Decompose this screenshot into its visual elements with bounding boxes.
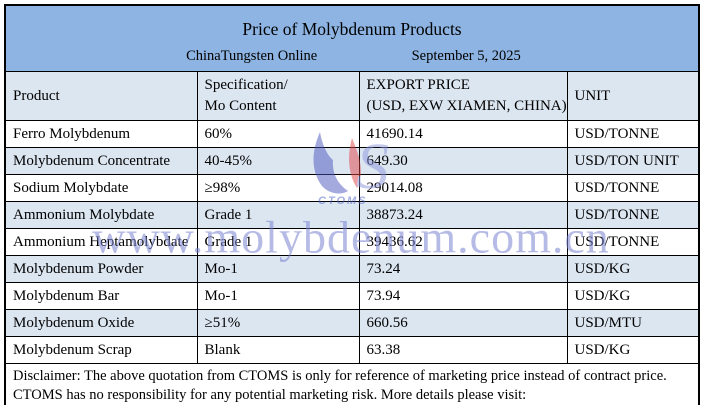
spec-cell: Mo-1 (196, 282, 360, 310)
col-header-unit: UNIT (566, 71, 700, 121)
unit-cell: USD/TONNE (566, 174, 700, 202)
source-label: ChinaTungsten Online (186, 48, 318, 64)
table-row: Ammonium Heptamolybdate Grade 1 39436.62… (4, 228, 700, 256)
price-cell: 73.94 (358, 282, 568, 310)
banner-title-row: Price of Molybdenum Products (4, 4, 700, 47)
disclaimer-row: Disclaimer: The above quotation from CTO… (4, 363, 700, 405)
price-cell: 660.56 (358, 309, 568, 337)
spec-cell: Grade 1 (196, 228, 360, 256)
product-cell: Molybdenum Bar (4, 282, 198, 310)
col-header-price-line1: EXPORT PRICE (366, 77, 470, 93)
spec-cell: ≥51% (196, 309, 360, 337)
unit-cell: USD/TONNE (566, 228, 700, 256)
col-header-specification: Specification/ Mo Content (196, 71, 360, 121)
table-row: Molybdenum Bar Mo-1 73.94 USD/KG (4, 282, 700, 310)
unit-cell: USD/TONNE (566, 201, 700, 229)
product-cell: Molybdenum Oxide (4, 309, 198, 337)
spec-cell: 40-45% (196, 147, 360, 175)
table-header-row: Product Specification/ Mo Content EXPORT… (4, 71, 700, 121)
col-header-spec-line1: Specification/ (204, 77, 288, 93)
table-row: Molybdenum Powder Mo-1 73.24 USD/KG (4, 255, 700, 283)
table-row: Molybdenum Oxide ≥51% 660.56 USD/MTU (4, 309, 700, 337)
unit-cell: USD/KG (566, 336, 700, 364)
price-cell: 38873.24 (358, 201, 568, 229)
col-header-export-price: EXPORT PRICE (USD, EXW XIAMEN, CHINA) (358, 71, 568, 121)
spec-cell: 60% (196, 120, 360, 148)
disclaimer-text: Disclaimer: The above quotation from CTO… (4, 363, 700, 405)
unit-cell: USD/KG (566, 282, 700, 310)
unit-cell: USD/TON UNIT (566, 147, 700, 175)
page-title: Price of Molybdenum Products (4, 4, 700, 47)
table-row: Molybdenum Scrap Blank 63.38 USD/KG (4, 336, 700, 364)
spec-cell: Blank (196, 336, 360, 364)
price-cell: 73.24 (358, 255, 568, 283)
price-cell: 41690.14 (358, 120, 568, 148)
col-header-price-line2: (USD, EXW XIAMEN, CHINA) (366, 98, 567, 114)
spec-cell: ≥98% (196, 174, 360, 202)
product-cell: Ammonium Heptamolybdate (4, 228, 198, 256)
spec-cell: Grade 1 (196, 201, 360, 229)
table-row: Molybdenum Concentrate 40-45% 649.30 USD… (4, 147, 700, 175)
table-row: Ammonium Molybdate Grade 1 38873.24 USD/… (4, 201, 700, 229)
price-table: Price of Molybdenum Products ChinaTungst… (4, 4, 701, 405)
spec-cell: Mo-1 (196, 255, 360, 283)
price-cell: 649.30 (358, 147, 568, 175)
unit-cell: USD/TONNE (566, 120, 700, 148)
price-cell: 39436.62 (358, 228, 568, 256)
date-label: September 5, 2025 (411, 48, 521, 64)
price-cell: 29014.08 (358, 174, 568, 202)
product-cell: Molybdenum Concentrate (4, 147, 198, 175)
table-row: Ferro Molybdenum 60% 41690.14 USD/TONNE (4, 120, 700, 148)
unit-cell: USD/MTU (566, 309, 700, 337)
table-row: Sodium Molybdate ≥98% 29014.08 USD/TONNE (4, 174, 700, 202)
banner-subtitle-row: ChinaTungsten Online September 5, 2025 (4, 47, 700, 72)
col-header-product: Product (4, 71, 198, 121)
product-cell: Ammonium Molybdate (4, 201, 198, 229)
product-cell: Ferro Molybdenum (4, 120, 198, 148)
col-header-spec-line2: Mo Content (204, 98, 277, 114)
unit-cell: USD/KG (566, 255, 700, 283)
product-cell: Molybdenum Powder (4, 255, 198, 283)
price-cell: 63.38 (358, 336, 568, 364)
product-cell: Sodium Molybdate (4, 174, 198, 202)
product-cell: Molybdenum Scrap (4, 336, 198, 364)
